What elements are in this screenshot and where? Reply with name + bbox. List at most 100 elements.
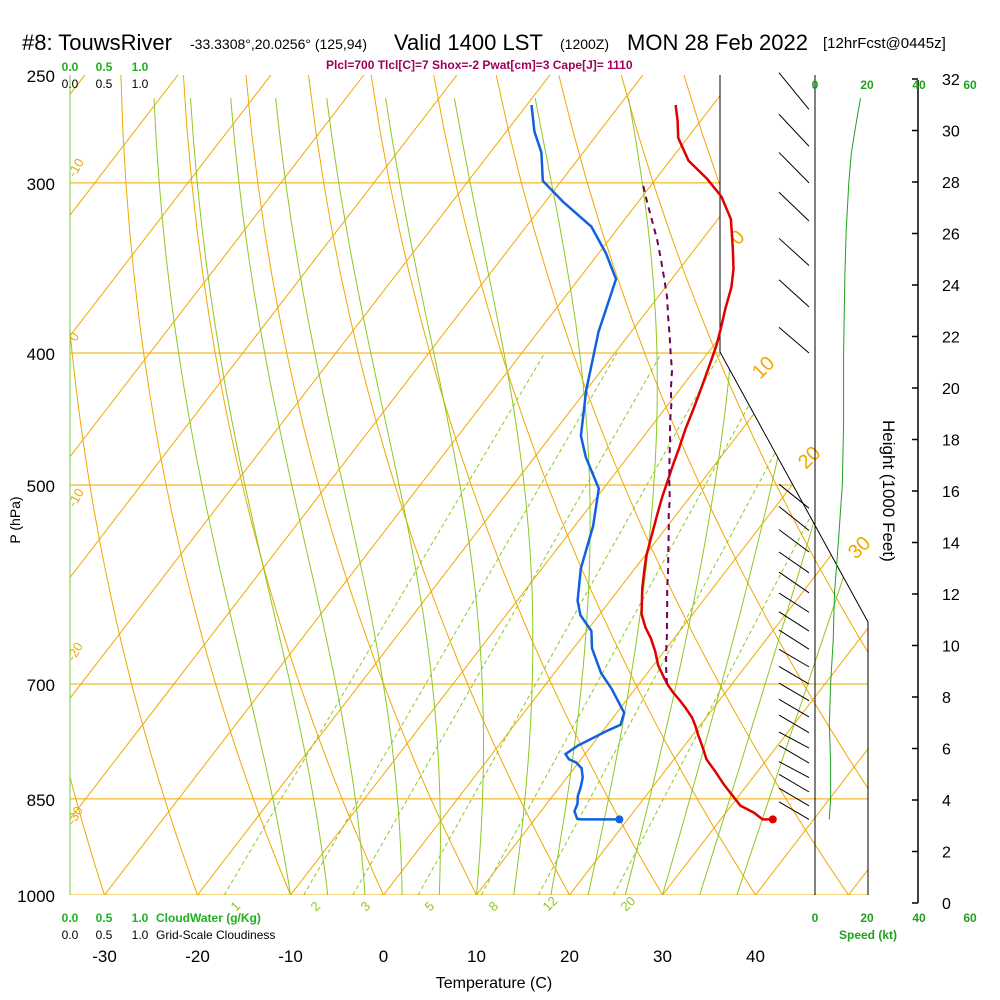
moist-adiabat: [736, 98, 868, 895]
dry-adiabat: [495, 75, 849, 895]
speed-scale-top-label: 60: [963, 78, 977, 92]
wind-barb: [778, 327, 810, 354]
height-tick-label: 2: [942, 845, 951, 862]
mixing-ratio-label: 5: [422, 898, 438, 914]
pressure-tick-label: 500: [27, 477, 55, 496]
wind-barb: [778, 191, 810, 222]
cloudiness-scale-bottom-label: 1.0: [132, 928, 149, 942]
wind-barb: [778, 506, 810, 531]
valid-time: Valid 1400 LST: [394, 30, 543, 55]
wind-barb: [778, 787, 810, 807]
isotherm-line: [70, 75, 644, 895]
speed-scale-bottom-label: 40: [912, 911, 926, 925]
temperature-tick-label: 40: [746, 947, 765, 966]
valid-date: MON 28 Feb 2022: [627, 30, 808, 55]
wind-barb: [778, 773, 810, 793]
height-tick-label: 16: [942, 484, 960, 501]
isotherm-line: [70, 75, 365, 895]
dry-adiabat: [433, 75, 756, 895]
wind-barb: [778, 529, 810, 553]
isotherm-line: [104, 75, 737, 895]
wind-barb: [778, 714, 810, 734]
dry-adiabat: [558, 75, 868, 895]
cloudwater-scale-bottom-label: 1.0: [132, 911, 149, 925]
height-tick-label: 32: [942, 72, 960, 89]
isotherm-label: 10: [748, 352, 779, 383]
temperature-tick-label: 0: [379, 947, 388, 966]
wind-barb: [778, 761, 810, 779]
temperature-tick-label: 10: [467, 947, 486, 966]
wind-barb: [778, 731, 810, 749]
temperature-line: [640, 104, 773, 821]
isotherm-line: [70, 75, 551, 895]
pressure-tick-label: 850: [27, 791, 55, 810]
cloudwater-scale-bottom-label: 0.5: [96, 911, 113, 925]
speed-scale-top-label: 40: [912, 78, 926, 92]
pressure-tick-label: 250: [27, 67, 55, 86]
cloudiness-scale-bottom-label: 0.0: [62, 928, 79, 942]
isotherm-label: 30: [844, 532, 875, 563]
height-tick-label: 6: [942, 742, 951, 759]
dry-adiabat: [308, 75, 570, 895]
height-tick-label: 0: [942, 896, 951, 913]
wind-barb: [778, 113, 810, 147]
cloudwater-scale-top-label: 0.5: [96, 60, 113, 74]
isotherm-label: 20: [794, 442, 825, 473]
wind-barb: [778, 279, 810, 308]
height-tick-label: 28: [942, 175, 960, 192]
dry-adiabat: [808, 75, 868, 895]
pressure-axis-title: P (hPa): [7, 496, 23, 543]
forecast-info: [12hrFcst@0445z]: [823, 35, 946, 52]
temperature-axis-title: Temperature (C): [436, 975, 552, 992]
mixing-ratio-line: [223, 352, 546, 895]
wind-barb: [778, 801, 810, 820]
cloudwater-scale-top-label: 0.0: [62, 60, 79, 74]
isotherm-label: -10: [65, 156, 87, 180]
isotherm-line: [476, 75, 868, 895]
wind-barb: [778, 152, 810, 184]
isotherm-label: -20: [64, 640, 86, 664]
height-tick-label: 8: [942, 690, 951, 707]
temperature-tick-label: -20: [185, 947, 210, 966]
station-coords: -33.3308°,20.0256° (125,94): [190, 36, 367, 52]
wind-barb: [778, 698, 810, 718]
height-tick-label: 24: [942, 278, 960, 295]
height-tick-label: 30: [942, 124, 960, 141]
speed-scale-bottom-label: 60: [963, 911, 977, 925]
pressure-tick-label: 1000: [17, 887, 55, 906]
wind-barb: [778, 551, 810, 574]
height-tick-label: 10: [942, 639, 960, 656]
mixing-ratio-label: 2: [308, 898, 324, 914]
surface-dewpoint-marker: [615, 815, 624, 824]
moist-adiabat: [385, 98, 484, 895]
isotherm-line: [662, 75, 868, 895]
moist-adiabat: [190, 98, 329, 895]
wind-barb: [778, 648, 810, 668]
plot-boundary: [719, 75, 869, 895]
wind-barb: [778, 611, 810, 632]
moist-adiabat: [326, 98, 441, 895]
cloudwater-scale-bottom-label: 0.0: [62, 911, 79, 925]
height-tick-label: 12: [942, 587, 960, 604]
isotherm-label: 0: [726, 226, 749, 249]
isotherm-label: -10: [65, 486, 87, 510]
moist-adiabat: [153, 98, 291, 895]
moist-adiabat: [230, 98, 366, 895]
cloudiness-scale-bottom-label: 0.5: [96, 928, 113, 942]
sounding-parameters: Plcl=700 Tlcl[C]=7 Shox=-2 Pwat[cm]=3 Ca…: [326, 58, 633, 72]
height-tick-label: 20: [942, 381, 960, 398]
cloudiness-scale-top-label: 1.0: [132, 77, 149, 91]
isotherm-line: [70, 75, 272, 895]
cloudiness-scale-top-label: 0.0: [62, 77, 79, 91]
moist-adiabat: [534, 98, 591, 895]
mixing-ratio-label: 20: [618, 893, 639, 914]
dewpoint-line: [530, 104, 626, 821]
isotherm-line: [70, 75, 458, 895]
isotherm-line: [755, 75, 868, 895]
cloudwater-scale-top-label: 1.0: [132, 60, 149, 74]
height-axis-title: Height (1000 Feet): [879, 420, 898, 562]
wind-barb: [778, 744, 810, 764]
dry-adiabat: [620, 75, 868, 895]
